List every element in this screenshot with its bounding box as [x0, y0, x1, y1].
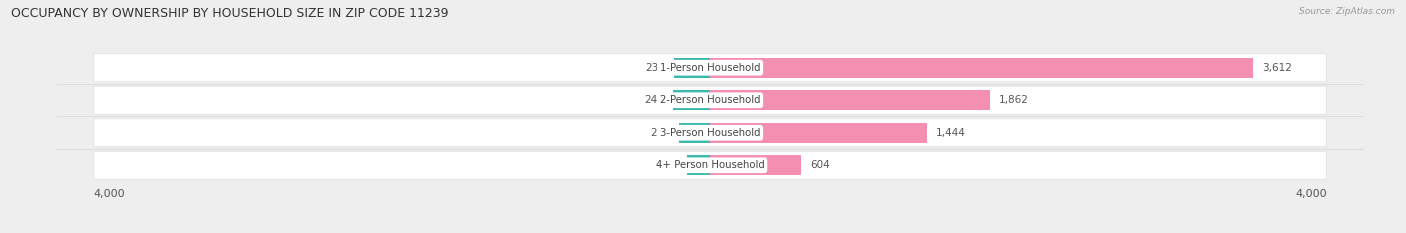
Bar: [675, 58, 710, 78]
Text: 206: 206: [651, 128, 671, 138]
Text: Source: ZipAtlas.com: Source: ZipAtlas.com: [1299, 7, 1395, 16]
Text: 3,612: 3,612: [1263, 63, 1292, 73]
Text: 1,444: 1,444: [936, 128, 966, 138]
Bar: [710, 123, 927, 143]
Bar: [710, 90, 990, 110]
Text: 1-Person Household: 1-Person Household: [659, 63, 761, 73]
FancyBboxPatch shape: [94, 86, 1326, 114]
Text: 1,862: 1,862: [998, 95, 1029, 105]
Bar: [710, 58, 1253, 78]
Text: OCCUPANCY BY OWNERSHIP BY HOUSEHOLD SIZE IN ZIP CODE 11239: OCCUPANCY BY OWNERSHIP BY HOUSEHOLD SIZE…: [11, 7, 449, 20]
Text: 247: 247: [644, 95, 664, 105]
Text: 2-Person Household: 2-Person Household: [659, 95, 761, 105]
Bar: [686, 155, 710, 175]
Text: 237: 237: [645, 63, 665, 73]
Bar: [679, 123, 710, 143]
FancyBboxPatch shape: [94, 119, 1326, 147]
Text: 3-Person Household: 3-Person Household: [659, 128, 761, 138]
Bar: [710, 155, 801, 175]
Text: 155: 155: [658, 160, 678, 170]
FancyBboxPatch shape: [94, 54, 1326, 82]
Text: 604: 604: [810, 160, 830, 170]
Text: 4+ Person Household: 4+ Person Household: [655, 160, 765, 170]
Bar: [673, 90, 710, 110]
FancyBboxPatch shape: [94, 151, 1326, 179]
